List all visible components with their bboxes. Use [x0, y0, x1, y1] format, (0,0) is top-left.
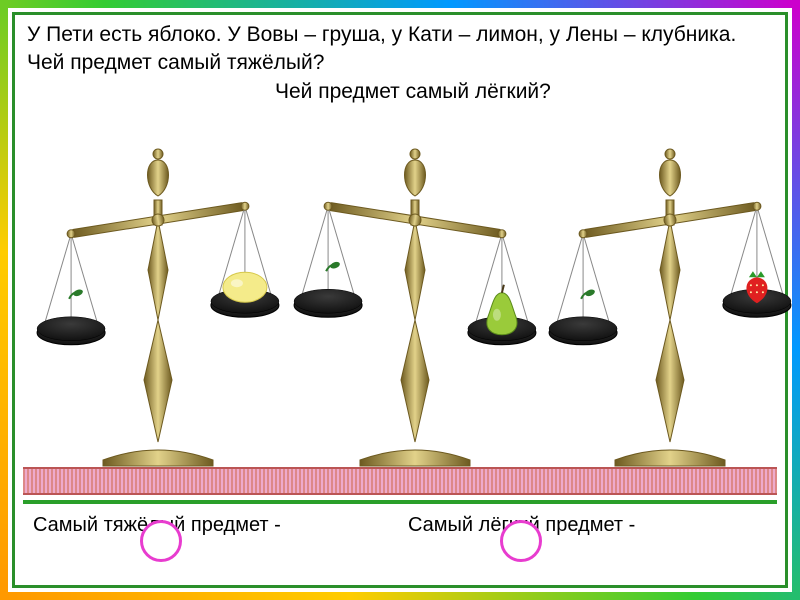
bottom-green-line: [23, 500, 777, 504]
inner-frame: У Пети есть яблоко. У Вовы – груша, у Ка…: [12, 12, 788, 588]
scales-row: [15, 130, 785, 470]
outer-frame: У Пети есть яблоко. У Вовы – груша, у Ка…: [0, 0, 800, 600]
answer-heavy-circle[interactable]: [140, 520, 182, 562]
scale-3: [545, 130, 795, 460]
scale-2: [290, 130, 540, 460]
problem-line1: У Пети есть яблоко. У Вовы – груша, у Ка…: [27, 23, 736, 46]
question-heavy: Чей предмет самый тяжёлый?: [27, 51, 324, 74]
content-area: У Пети есть яблоко. У Вовы – груша, у Ка…: [15, 15, 785, 585]
ground-strip: [23, 467, 777, 495]
answer-light: Самый лёгкий предмет -: [400, 510, 775, 541]
answer-light-circle[interactable]: [500, 520, 542, 562]
answer-heavy: Самый тяжёлый предмет -: [25, 510, 400, 541]
question-light: Чей предмет самый лёгкий?: [275, 80, 551, 104]
scale-1: [33, 130, 283, 460]
problem-text: У Пети есть яблоко. У Вовы – груша, у Ка…: [27, 21, 773, 78]
answers-row: Самый тяжёлый предмет - Самый лёгкий пре…: [25, 510, 775, 541]
